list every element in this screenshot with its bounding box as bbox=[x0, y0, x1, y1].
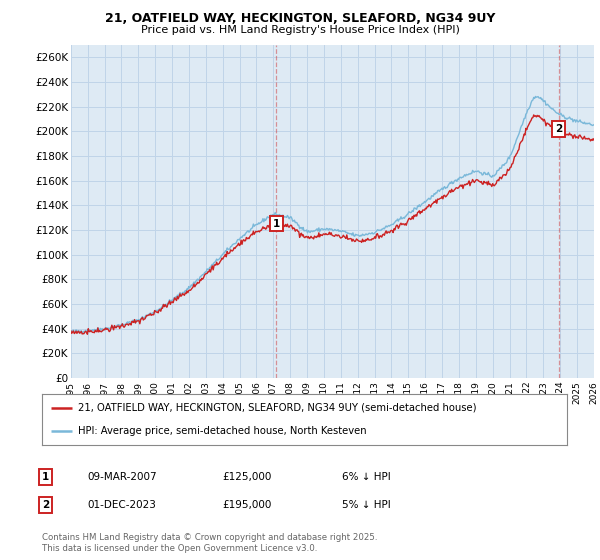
Text: £195,000: £195,000 bbox=[222, 500, 271, 510]
Text: Price paid vs. HM Land Registry's House Price Index (HPI): Price paid vs. HM Land Registry's House … bbox=[140, 25, 460, 35]
Text: 2: 2 bbox=[42, 500, 49, 510]
Text: £125,000: £125,000 bbox=[222, 472, 271, 482]
Text: 09-MAR-2007: 09-MAR-2007 bbox=[87, 472, 157, 482]
Text: 5% ↓ HPI: 5% ↓ HPI bbox=[342, 500, 391, 510]
Text: 2: 2 bbox=[555, 124, 563, 134]
Text: 21, OATFIELD WAY, HECKINGTON, SLEAFORD, NG34 9UY: 21, OATFIELD WAY, HECKINGTON, SLEAFORD, … bbox=[105, 12, 495, 25]
Text: 1: 1 bbox=[273, 218, 280, 228]
Text: Contains HM Land Registry data © Crown copyright and database right 2025.
This d: Contains HM Land Registry data © Crown c… bbox=[42, 533, 377, 553]
Text: HPI: Average price, semi-detached house, North Kesteven: HPI: Average price, semi-detached house,… bbox=[78, 426, 367, 436]
Text: 1: 1 bbox=[42, 472, 49, 482]
Text: 01-DEC-2023: 01-DEC-2023 bbox=[87, 500, 156, 510]
Text: 6% ↓ HPI: 6% ↓ HPI bbox=[342, 472, 391, 482]
Text: 21, OATFIELD WAY, HECKINGTON, SLEAFORD, NG34 9UY (semi-detached house): 21, OATFIELD WAY, HECKINGTON, SLEAFORD, … bbox=[78, 403, 476, 413]
